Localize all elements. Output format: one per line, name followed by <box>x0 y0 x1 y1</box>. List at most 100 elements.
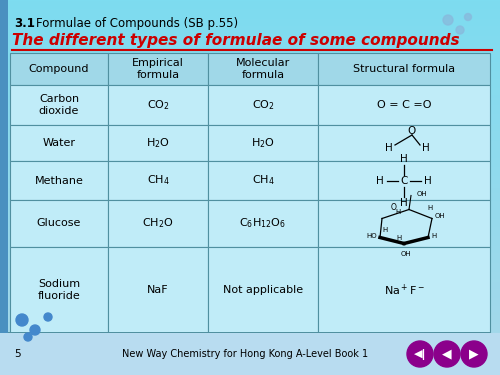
Bar <box>0 244 500 246</box>
Bar <box>0 189 500 191</box>
Text: CO$_2$: CO$_2$ <box>146 98 170 112</box>
Bar <box>0 154 500 156</box>
Text: ◀|: ◀| <box>414 348 426 360</box>
Bar <box>0 101 500 103</box>
Text: H: H <box>385 143 393 153</box>
Bar <box>0 22 500 24</box>
Bar <box>0 13 500 15</box>
Text: 5: 5 <box>14 349 20 359</box>
Bar <box>0 274 500 276</box>
Bar <box>0 225 500 227</box>
Bar <box>0 118 500 120</box>
Bar <box>0 208 500 210</box>
Bar <box>0 186 500 188</box>
Bar <box>0 229 500 231</box>
Circle shape <box>464 13 471 21</box>
Bar <box>0 227 500 229</box>
Bar <box>0 262 500 264</box>
Bar <box>0 279 500 281</box>
Bar <box>0 212 500 214</box>
Bar <box>0 41 500 43</box>
Text: Sodium
fluoride: Sodium fluoride <box>38 279 80 301</box>
Text: H: H <box>424 176 432 186</box>
Bar <box>0 232 500 234</box>
Bar <box>0 199 500 201</box>
Text: 3.1: 3.1 <box>14 17 35 30</box>
Bar <box>10 161 108 200</box>
Bar <box>0 362 500 364</box>
Bar <box>0 120 500 122</box>
Bar <box>0 84 500 86</box>
Text: H: H <box>397 234 402 240</box>
Bar <box>0 71 500 73</box>
Bar <box>0 317 500 319</box>
Bar <box>0 285 500 287</box>
Bar <box>0 306 500 308</box>
Bar <box>0 321 500 322</box>
Bar <box>0 182 500 184</box>
Bar <box>0 56 500 58</box>
Bar <box>0 172 500 174</box>
Text: H: H <box>428 204 432 210</box>
Bar <box>0 251 500 253</box>
Bar <box>0 26 500 28</box>
Bar <box>108 85 208 125</box>
Bar <box>0 144 500 146</box>
Bar <box>108 247 208 333</box>
Bar <box>0 47 500 49</box>
Bar <box>0 231 500 232</box>
Bar <box>0 253 500 255</box>
Text: Carbon
dioxide: Carbon dioxide <box>39 94 79 116</box>
Text: H: H <box>382 226 387 232</box>
Text: OH: OH <box>435 213 446 219</box>
Bar <box>0 111 500 112</box>
Circle shape <box>16 314 28 326</box>
Bar <box>318 85 490 125</box>
Text: Methane: Methane <box>34 176 84 186</box>
Text: Compound: Compound <box>29 64 89 74</box>
Bar <box>0 206 500 208</box>
Bar <box>0 268 500 270</box>
Text: CH$_4$: CH$_4$ <box>252 174 274 188</box>
Bar <box>0 315 500 317</box>
Bar <box>0 223 500 225</box>
Bar <box>0 332 500 334</box>
Bar <box>0 98 500 99</box>
Bar <box>208 85 318 125</box>
Bar <box>8 332 490 333</box>
Bar <box>0 292 500 294</box>
Text: H: H <box>400 198 408 207</box>
Bar <box>0 32 500 34</box>
Bar <box>0 364 500 366</box>
Bar <box>0 92 500 94</box>
Bar <box>0 347 500 349</box>
Text: O: O <box>408 126 416 136</box>
Bar <box>0 122 500 124</box>
Bar <box>0 289 500 291</box>
Bar <box>10 53 108 85</box>
Text: Not applicable: Not applicable <box>223 285 303 295</box>
Bar <box>0 308 500 309</box>
Circle shape <box>407 341 433 367</box>
Bar <box>0 88 500 90</box>
Bar <box>0 352 500 354</box>
Circle shape <box>24 333 32 341</box>
Bar <box>0 219 500 221</box>
Bar <box>0 69 500 71</box>
Bar <box>0 94 500 96</box>
Bar <box>0 131 500 133</box>
Bar <box>208 247 318 333</box>
Bar <box>0 261 500 262</box>
Bar <box>0 165 500 167</box>
Bar <box>0 319 500 321</box>
Bar <box>318 247 490 333</box>
Text: H: H <box>376 176 384 186</box>
Bar <box>0 21 500 22</box>
Bar <box>0 257 500 259</box>
Bar <box>10 200 108 247</box>
Bar <box>0 64 500 66</box>
Bar <box>0 141 500 142</box>
Bar <box>0 302 500 304</box>
Bar <box>0 24 500 26</box>
Bar <box>0 43 500 45</box>
